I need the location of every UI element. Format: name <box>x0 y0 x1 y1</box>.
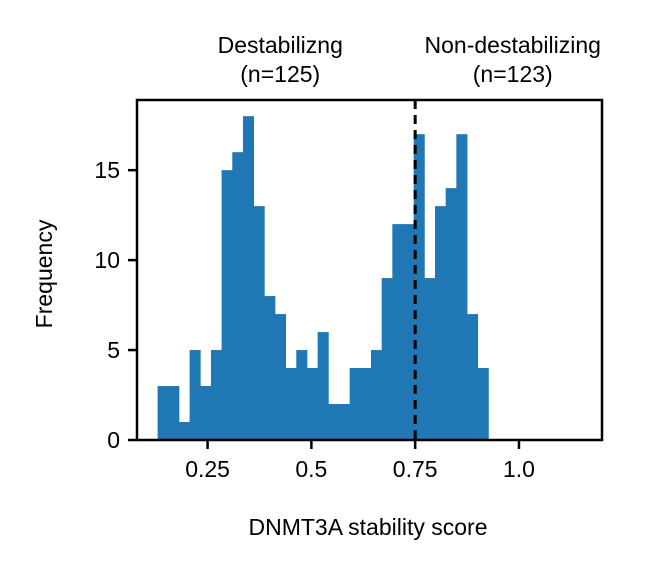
y-axis: 0 5 10 15 <box>94 157 137 453</box>
histogram-bar <box>435 206 447 440</box>
histogram-bar <box>381 278 393 440</box>
histogram-bar <box>253 206 265 440</box>
x-tick-label: 0.75 <box>393 456 438 482</box>
x-axis-label: DNMT3A stability score <box>248 514 487 540</box>
histogram-bar <box>232 152 244 440</box>
annotation-destabilizing-title: Destabilizng <box>218 32 343 58</box>
histogram-bar <box>221 170 233 440</box>
histogram-bar <box>328 404 340 440</box>
histogram-bar <box>306 368 319 440</box>
histogram-bar <box>456 134 468 440</box>
histogram-bar <box>338 404 351 440</box>
histogram-bars <box>157 116 489 440</box>
annotation-nondestabilizing-title: Non-destabilizing <box>425 32 601 58</box>
x-tick-label: 1.0 <box>503 456 535 482</box>
x-axis: 0.25 0.5 0.75 1.0 <box>185 440 535 482</box>
histogram-bar <box>178 422 191 440</box>
y-tick-label: 15 <box>94 157 120 183</box>
histogram-bar <box>242 116 255 440</box>
y-tick-label: 0 <box>107 427 120 453</box>
histogram-bar <box>157 386 169 440</box>
histogram-bar <box>424 278 436 440</box>
histogram-bar <box>274 314 287 440</box>
histogram-bar <box>370 350 383 440</box>
annotation-destabilizing-count: (n=125) <box>240 61 320 87</box>
histogram-bar <box>349 368 361 440</box>
histogram-bar <box>445 188 457 440</box>
histogram-bar <box>317 332 329 440</box>
y-axis-label: Frequency <box>31 219 57 328</box>
histogram-bar <box>168 386 180 440</box>
plot-frame <box>135 98 604 442</box>
histogram-bar <box>360 368 372 440</box>
histogram-bar <box>467 314 479 440</box>
histogram-bar <box>189 350 201 440</box>
histogram-bar <box>392 224 404 440</box>
histogram-bar <box>296 350 308 440</box>
histogram-bar <box>477 368 489 440</box>
x-tick-label: 0.25 <box>185 456 230 482</box>
histogram-bar <box>413 134 425 440</box>
histogram-bar <box>210 350 223 440</box>
histogram-bar <box>285 368 297 440</box>
plot-area <box>135 98 604 442</box>
histogram-bar <box>403 224 415 440</box>
y-tick-label: 10 <box>94 247 120 273</box>
histogram-bar <box>264 296 276 440</box>
annotation-nondestabilizing-count: (n=123) <box>473 61 553 87</box>
x-tick-label: 0.5 <box>295 456 327 482</box>
y-tick-label: 5 <box>107 337 120 363</box>
histogram-bar <box>200 386 212 440</box>
